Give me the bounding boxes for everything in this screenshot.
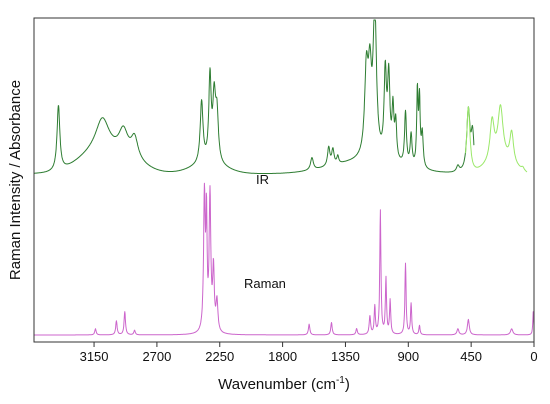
x-tick-label-7: 0	[530, 349, 537, 364]
raman-series-label: Raman	[244, 276, 286, 291]
x-tick-label-3: 1800	[268, 349, 297, 364]
x-tick-label-5: 900	[397, 349, 419, 364]
x-tick-label-6: 450	[460, 349, 482, 364]
plot-background	[34, 18, 534, 342]
ir-series-label: IR	[256, 172, 269, 187]
x-tick-label-1: 2700	[142, 349, 171, 364]
x-axis-label: Wavenumber (cm-1)	[218, 375, 350, 393]
x-axis-label-superscript: -1	[336, 375, 345, 386]
y-axis-label: Raman Intensity / Absorbance	[7, 80, 24, 280]
series-layer	[33, 19, 535, 336]
x-tick-label-0: 3150	[80, 349, 109, 364]
plot-frame	[33, 17, 535, 343]
series-line-0	[33, 19, 475, 174]
series-line-1	[465, 104, 528, 173]
x-tick-label-2: 2250	[205, 349, 234, 364]
x-axis-label-tail: )	[345, 376, 350, 393]
x-axis-label-main: Wavenumber (cm	[218, 376, 336, 393]
x-tick-label-4: 1350	[331, 349, 360, 364]
series-line-2	[33, 182, 535, 336]
x-axis-ticks: 3150 2700 2250 1800 1350 900 450 0	[80, 342, 538, 364]
